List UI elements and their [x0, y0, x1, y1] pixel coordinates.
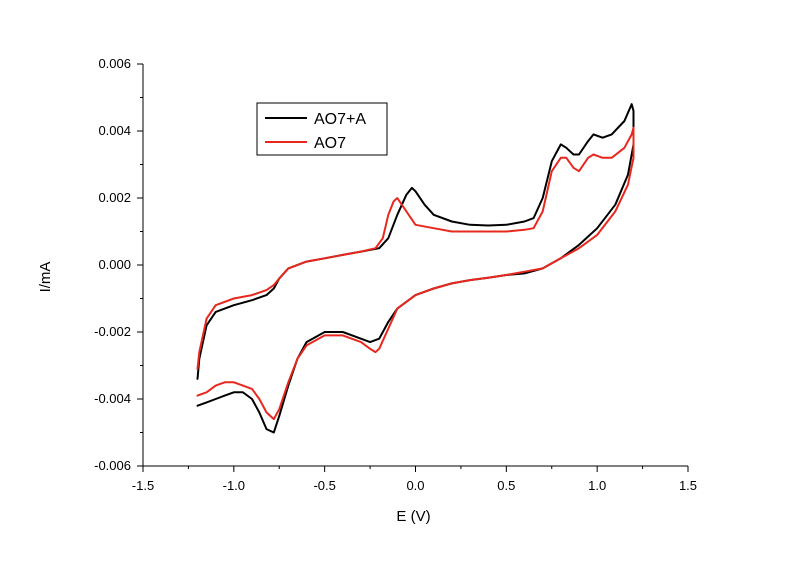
- y-tick-label: 0.006: [98, 56, 131, 71]
- y-tick-label: 0.000: [98, 257, 131, 272]
- series-layer: [196, 103, 635, 434]
- x-tick-label: -1.5: [132, 478, 154, 493]
- y-tick-label: 0.004: [98, 123, 131, 138]
- y-axis-title: I/mA: [37, 262, 54, 293]
- x-tick-label: -0.5: [313, 478, 335, 493]
- legend-label-2: AO7: [314, 135, 346, 152]
- x-axis-title: E (V): [396, 508, 430, 525]
- y-tick-label: -0.006: [94, 458, 131, 473]
- series-line-2: [196, 126, 635, 421]
- y-tick-label: -0.002: [94, 324, 131, 339]
- axes: -1.5 -1.0 -0.5 0.0 0.5 1.0 1.5 -0.006 -0.004 -0.0…: [37, 56, 697, 525]
- legend: AO7+A AO7: [256, 102, 388, 156]
- x-tick-label: 1.5: [679, 478, 697, 493]
- legend-box: [256, 102, 388, 156]
- x-tick-label: 1.0: [588, 478, 606, 493]
- x-tick-label: -1.0: [223, 478, 245, 493]
- y-tick-label: -0.004: [94, 391, 131, 406]
- y-tick-label: 0.002: [98, 190, 131, 205]
- x-tick-label: 0.5: [497, 478, 515, 493]
- x-tick-label: 0.0: [406, 478, 424, 493]
- legend-label-1: AO7+A: [314, 111, 366, 128]
